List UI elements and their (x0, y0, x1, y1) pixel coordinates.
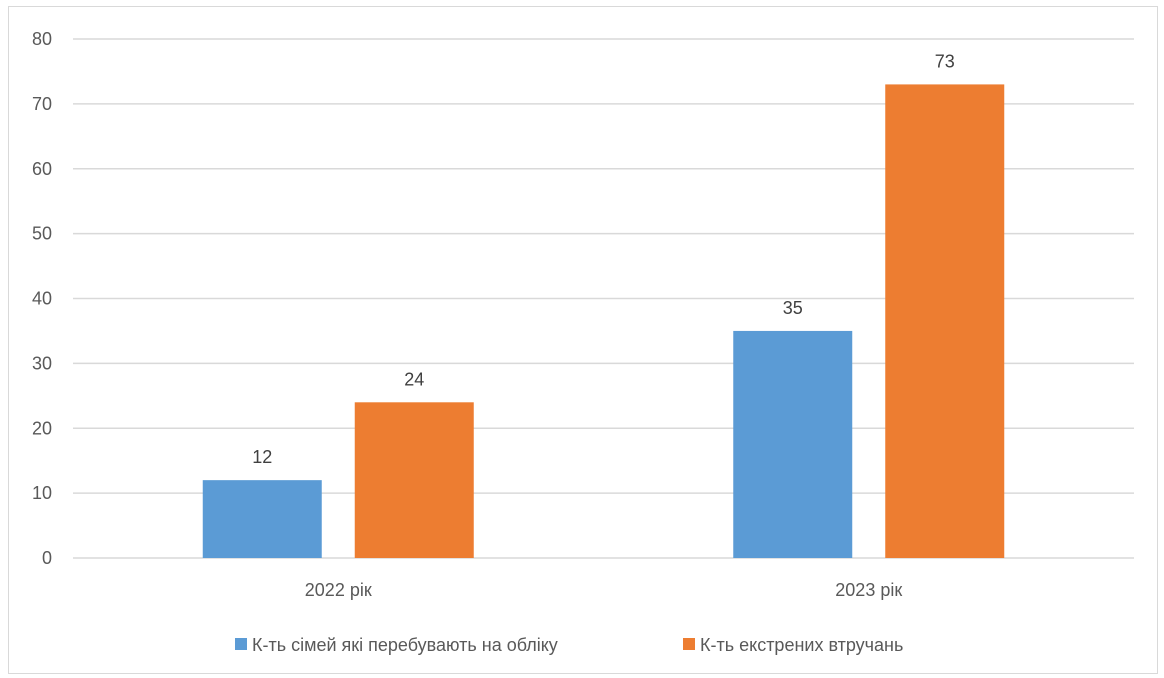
legend-label-1: К-ть сімей які перебувають на обліку (252, 635, 558, 655)
bar-series-1-cat-2 (733, 330, 853, 558)
y-tick-label: 10 (32, 483, 52, 503)
y-axis-tick-labels: 0 10 20 30 40 50 60 70 80 (32, 29, 52, 568)
x-category-label: 2022 рік (305, 580, 372, 600)
legend-label-2: К-ть екстрених втручань (700, 635, 903, 655)
legend: К-ть сімей які перебувають на обліку К-ть… (235, 635, 903, 655)
data-label-series-1-cat-1: 12 (252, 447, 272, 467)
y-tick-label: 80 (32, 29, 52, 49)
y-tick-label: 0 (42, 548, 52, 568)
y-tick-label: 70 (32, 94, 52, 114)
bars (202, 84, 1005, 558)
data-label-series-2-cat-1: 24 (404, 369, 424, 389)
x-category-label: 2023 рік (835, 580, 902, 600)
x-axis-category-labels: 2022 рік 2023 рік (305, 580, 903, 600)
data-label-series-1-cat-2: 35 (783, 298, 803, 318)
data-labels: 12 24 35 73 (252, 51, 955, 467)
y-tick-label: 40 (32, 289, 52, 309)
data-label-series-2-cat-2: 73 (935, 51, 955, 71)
y-tick-label: 50 (32, 224, 52, 244)
legend-swatch-1 (235, 638, 247, 650)
y-tick-label: 20 (32, 418, 52, 438)
y-tick-label: 30 (32, 353, 52, 373)
bar-series-2-cat-2 (885, 84, 1005, 558)
y-tick-label: 60 (32, 159, 52, 179)
legend-swatch-2 (683, 638, 695, 650)
bar-series-1-cat-1 (202, 480, 322, 558)
bar-series-2-cat-1 (354, 402, 474, 558)
